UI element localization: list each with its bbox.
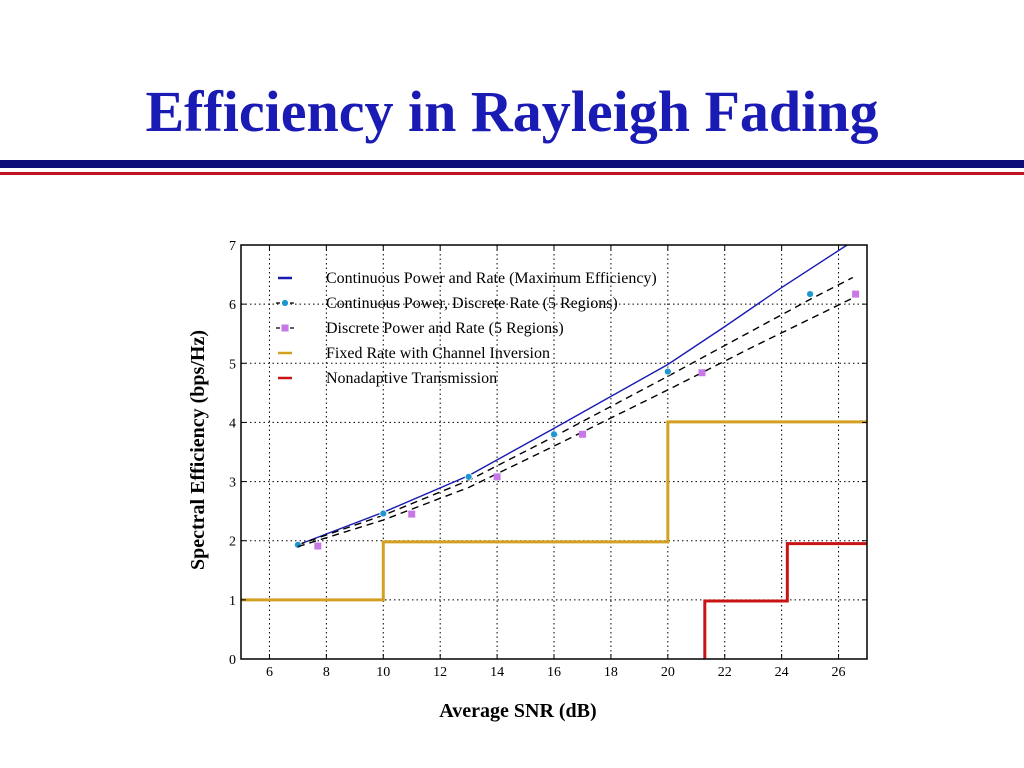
series-line-nonadaptive-transmission [703,542,867,659]
legend-item: Nonadaptive Transmission [278,370,497,387]
data-point-circle [464,472,473,481]
x-tick-label: 20 [661,665,675,680]
x-tick-label: 12 [433,665,447,680]
data-point-square [852,290,860,298]
data-point-circle [663,367,672,376]
x-tick-label: 24 [775,665,789,680]
legend-label: Discrete Power and Rate (5 Regions) [326,320,564,337]
legend-label: Continuous Power, Discrete Rate (5 Regio… [326,295,618,312]
legend-item: Continuous Power and Rate (Maximum Effic… [278,270,657,287]
title-rule-primary [0,160,1024,168]
x-tick-label: 6 [266,665,273,680]
x-tick-label: 14 [490,665,504,680]
chart-legend: Continuous Power and Rate (Maximum Effic… [276,270,657,387]
slide-title: Efficiency in Rayleigh Fading [145,79,879,144]
data-point-circle [379,509,388,518]
x-axis-label: Average SNR (dB) [439,700,596,722]
legend-label: Fixed Rate with Channel Inversion [326,345,550,362]
chart-series [241,245,867,659]
series-line-continuous-power-and-rate-maximum-efficiency [297,245,848,546]
series-line-fixed-rate-with-channel-inversion [241,420,867,602]
y-tick-label: 0 [229,653,236,668]
data-point-square [698,369,706,377]
legend-marker [281,299,289,307]
series-line-discrete-power-and-rate-5-regions [297,294,859,548]
data-point-square [493,473,501,481]
data-point-circle [550,430,558,439]
x-tick-label: 8 [323,665,330,680]
x-tick-label: 22 [718,665,732,680]
title-rule-secondary [0,172,1024,175]
y-tick-label: 4 [229,416,236,431]
legend-item: Discrete Power and Rate (5 Regions) [276,320,564,337]
legend-item: Continuous Power, Discrete Rate (5 Regio… [276,295,618,312]
y-tick-label: 7 [229,239,236,254]
data-point-square [578,430,586,438]
legend-label: Continuous Power and Rate (Maximum Effic… [326,270,657,287]
x-tick-label: 16 [547,665,561,680]
data-point-circle [294,540,302,549]
y-axis-label: Spectral Efficiency (bps/Hz) [187,330,209,570]
x-tick-label: 26 [832,665,846,680]
x-tick-label: 10 [376,665,390,680]
data-point-circle [806,290,814,298]
y-tick-label: 6 [229,298,236,313]
legend-label: Nonadaptive Transmission [326,370,497,387]
series-line-continuous-power-discrete-rate-5-regions [297,276,854,546]
data-point-square [408,510,416,518]
y-tick-label: 3 [229,476,236,491]
data-point-square [314,542,322,550]
y-tick-label: 1 [229,594,236,609]
x-tick-label: 18 [604,665,618,680]
legend-marker [281,324,289,332]
y-tick-label: 2 [229,535,236,550]
y-tick-label: 5 [229,357,236,372]
legend-item: Fixed Rate with Channel Inversion [278,345,550,362]
